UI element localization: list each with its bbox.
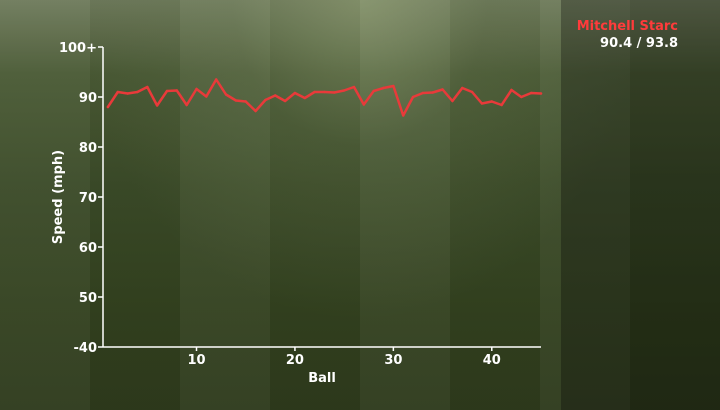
y-axis-title: Speed (mph): [51, 150, 66, 244]
y-tick-label: -40: [74, 341, 98, 356]
legend-series-stats: 90.4 / 93.8: [600, 36, 678, 51]
data-point: [116, 90, 119, 94]
data-point: [205, 95, 208, 98]
data-point: [480, 102, 484, 105]
y-tick-label: 60: [79, 241, 97, 256]
data-point: [126, 92, 129, 95]
data-point: [529, 91, 533, 95]
data-point: [283, 99, 287, 103]
data-point: [382, 86, 385, 90]
x-tick-label: 40: [483, 353, 501, 368]
data-point: [234, 99, 238, 102]
data-point: [244, 100, 247, 103]
y-tick-label: 80: [79, 141, 97, 156]
data-point: [431, 91, 434, 94]
data-point: [441, 88, 444, 91]
data-point: [510, 88, 513, 92]
data-point: [155, 104, 159, 107]
x-axis-title: Ball: [308, 371, 336, 386]
x-tick-label: 10: [187, 353, 205, 368]
x-tick-label: 20: [286, 353, 304, 368]
data-point: [539, 92, 543, 95]
data-point: [402, 114, 405, 117]
x-tick-label: 30: [384, 353, 402, 368]
data-point: [372, 89, 375, 93]
y-tick-label: 100+: [59, 41, 97, 56]
data-point: [470, 90, 474, 94]
data-point: [106, 105, 110, 109]
y-tick-label: 50: [79, 291, 97, 306]
series-layer: [106, 78, 543, 117]
data-point: [165, 89, 169, 93]
data-point: [362, 103, 366, 106]
side-panel: [561, 0, 720, 410]
data-point: [451, 99, 454, 103]
x-ticks: 10 20 30 40: [187, 347, 501, 368]
data-point: [136, 90, 139, 94]
data-point: [254, 109, 257, 113]
data-point: [490, 100, 493, 103]
data-point: [520, 95, 523, 99]
data-point: [185, 103, 188, 107]
data-point: [303, 96, 306, 100]
legend-series-name: Mitchell Starc: [576, 19, 678, 34]
data-point: [352, 85, 356, 89]
data-point: [175, 89, 179, 92]
data-point: [500, 103, 503, 107]
data-point: [195, 87, 198, 91]
data-point: [333, 91, 336, 94]
y-tick-label: 70: [79, 191, 97, 206]
data-point: [274, 94, 277, 97]
data-point: [323, 90, 326, 94]
data-point: [313, 90, 316, 94]
data-point: [392, 84, 395, 88]
data-point: [411, 95, 415, 99]
data-point: [264, 98, 267, 102]
legend: Mitchell Starc 90.4 / 93.8: [577, 18, 678, 52]
y-tick-label: 90: [79, 91, 97, 106]
data-point: [421, 91, 425, 95]
y-ticks: -40 50 60 70 80 90 100+: [59, 41, 103, 356]
data-point: [224, 93, 228, 96]
data-point: [146, 85, 149, 89]
data-point: [293, 91, 297, 95]
data-point: [461, 86, 464, 90]
series-line-0: [106, 78, 543, 117]
data-point: [214, 78, 218, 81]
data-point: [342, 89, 346, 92]
